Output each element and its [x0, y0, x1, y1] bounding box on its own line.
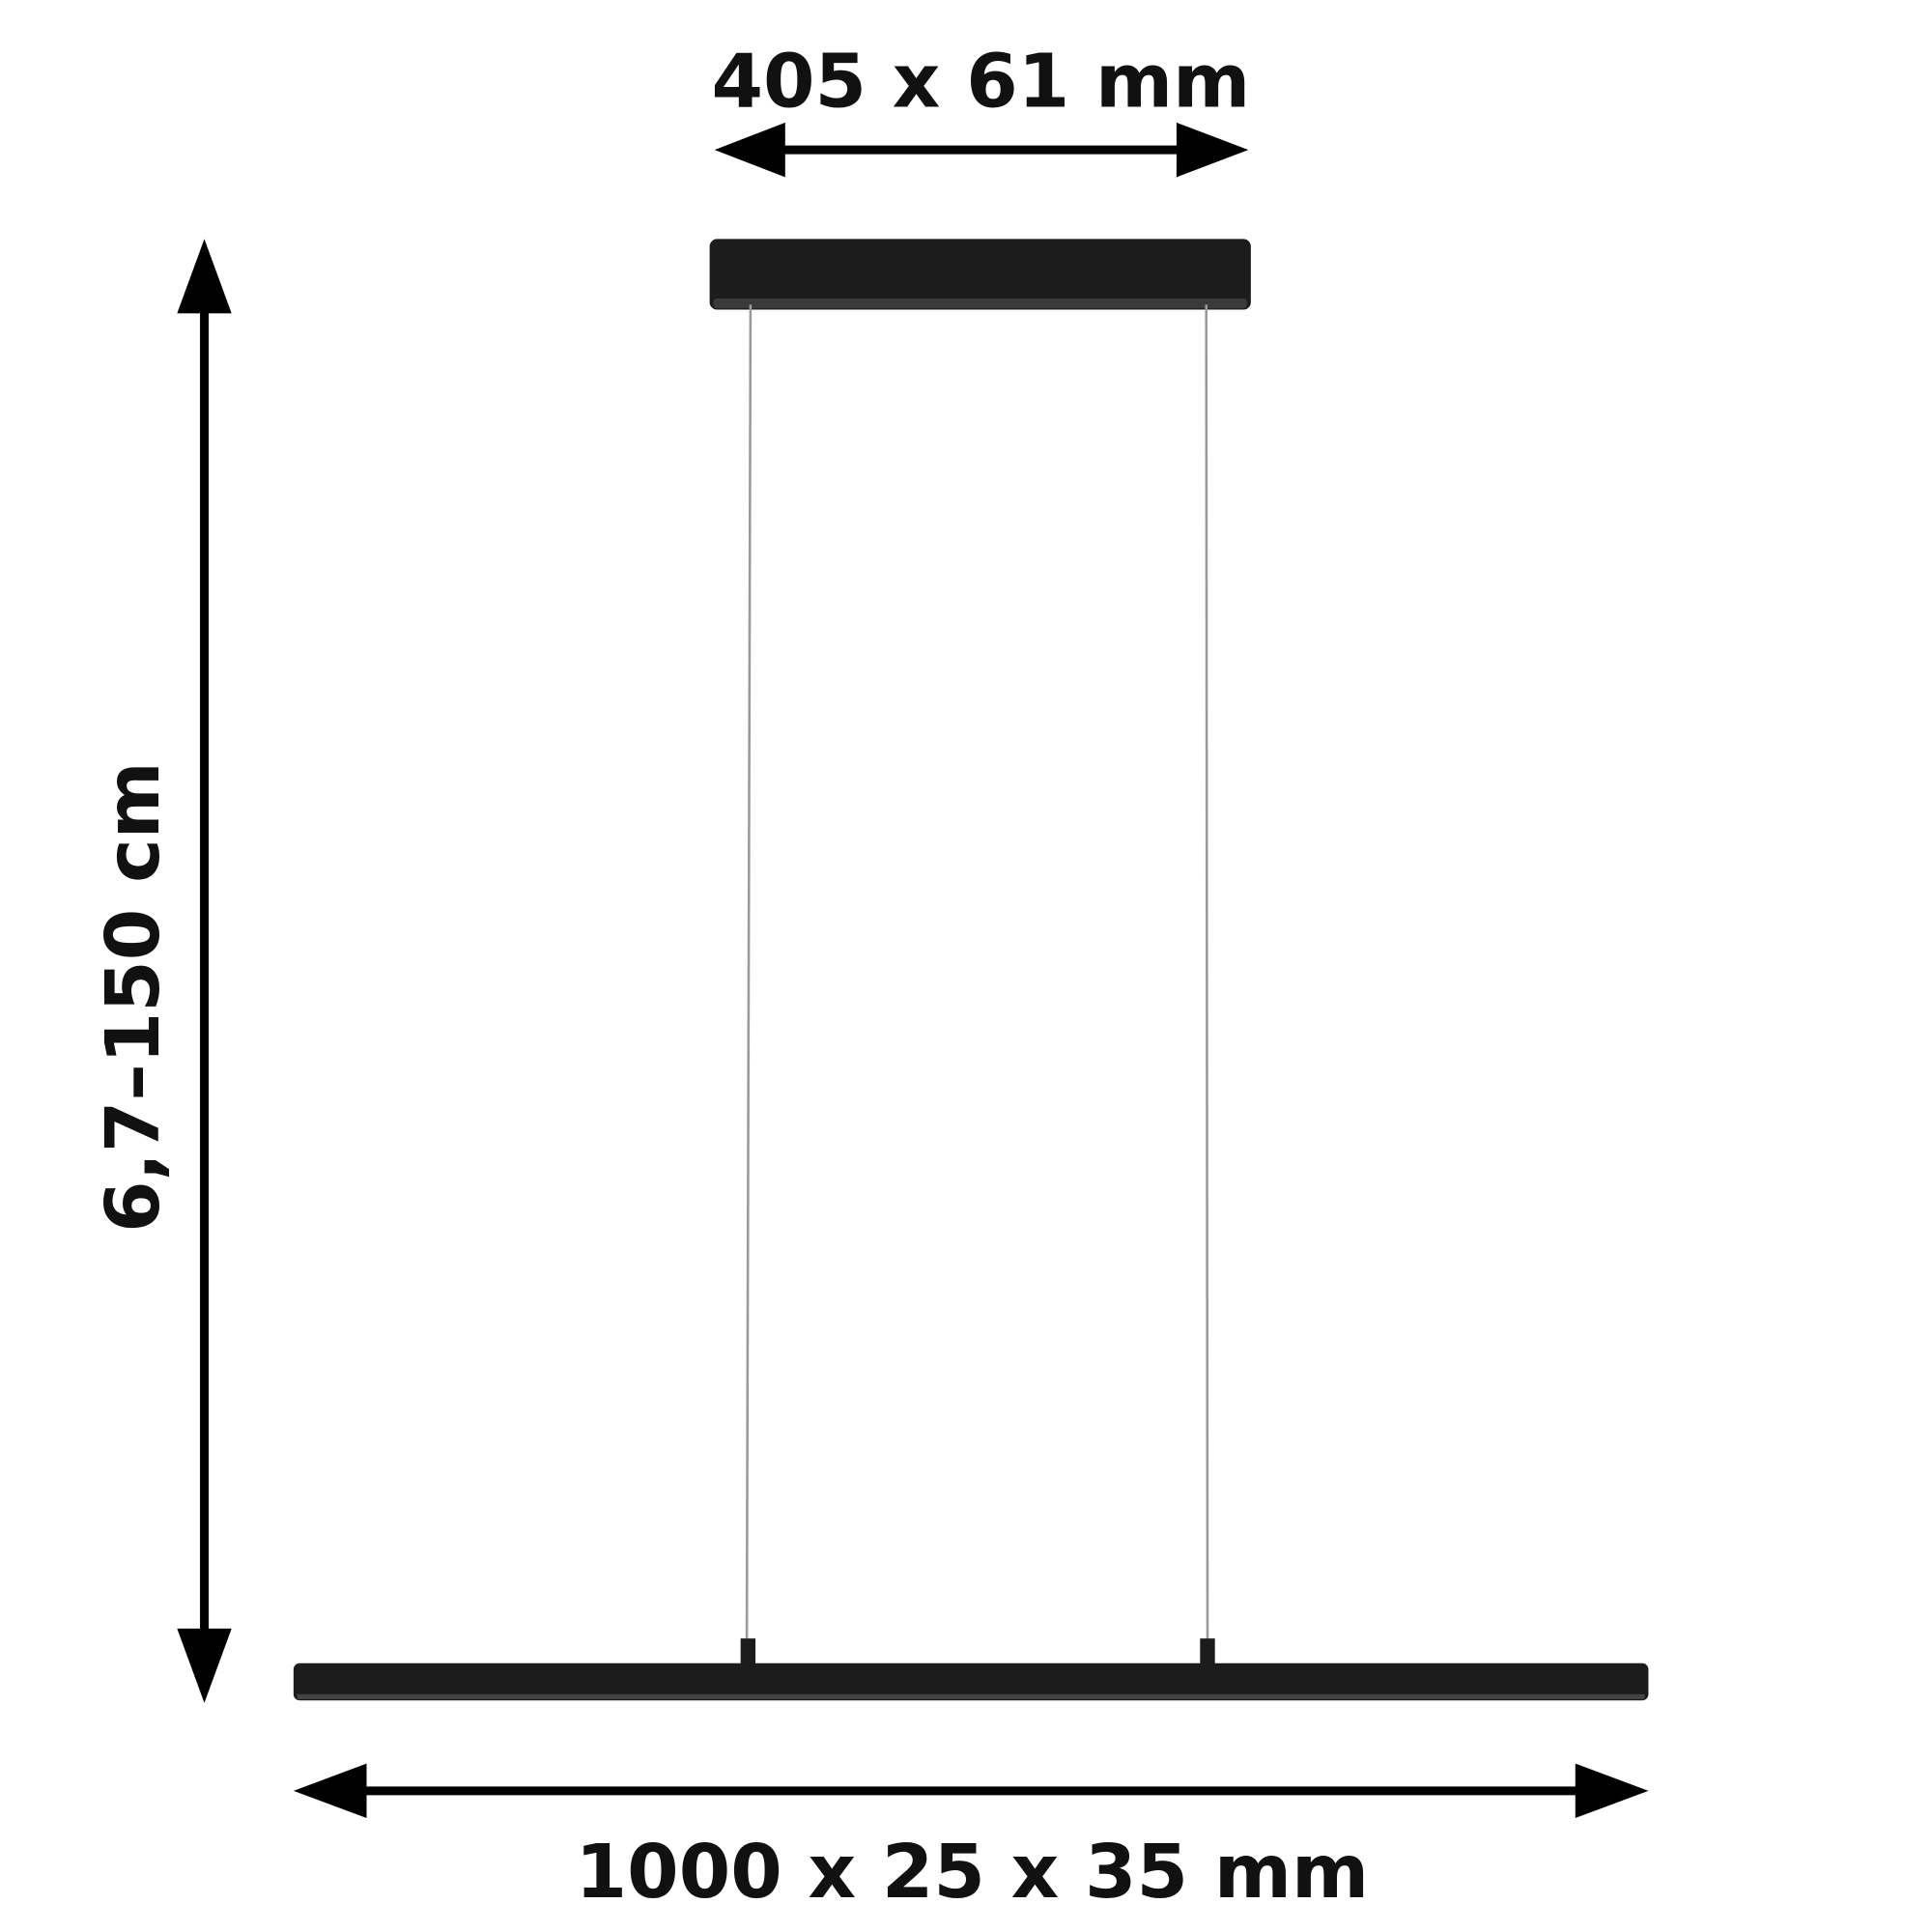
canopy-width-arrow — [714, 122, 1249, 178]
lamp-bar — [293, 1638, 1649, 1701]
canopy-dimension-label: 405 x 61 mm — [712, 39, 1251, 125]
ceiling-canopy — [709, 239, 1251, 310]
suspension-wire-left — [745, 304, 753, 1641]
wire-connector-left — [740, 1638, 756, 1666]
height-dimension-label: 6,7–150 cm — [91, 761, 177, 1233]
bar-length-arrow — [293, 1763, 1649, 1819]
bar-dimension-label: 1000 x 25 x 35 mm — [576, 1830, 1369, 1916]
wire-connector-right — [1200, 1638, 1215, 1666]
suspension-wire-right — [1205, 304, 1209, 1641]
height-arrow — [177, 239, 232, 1703]
